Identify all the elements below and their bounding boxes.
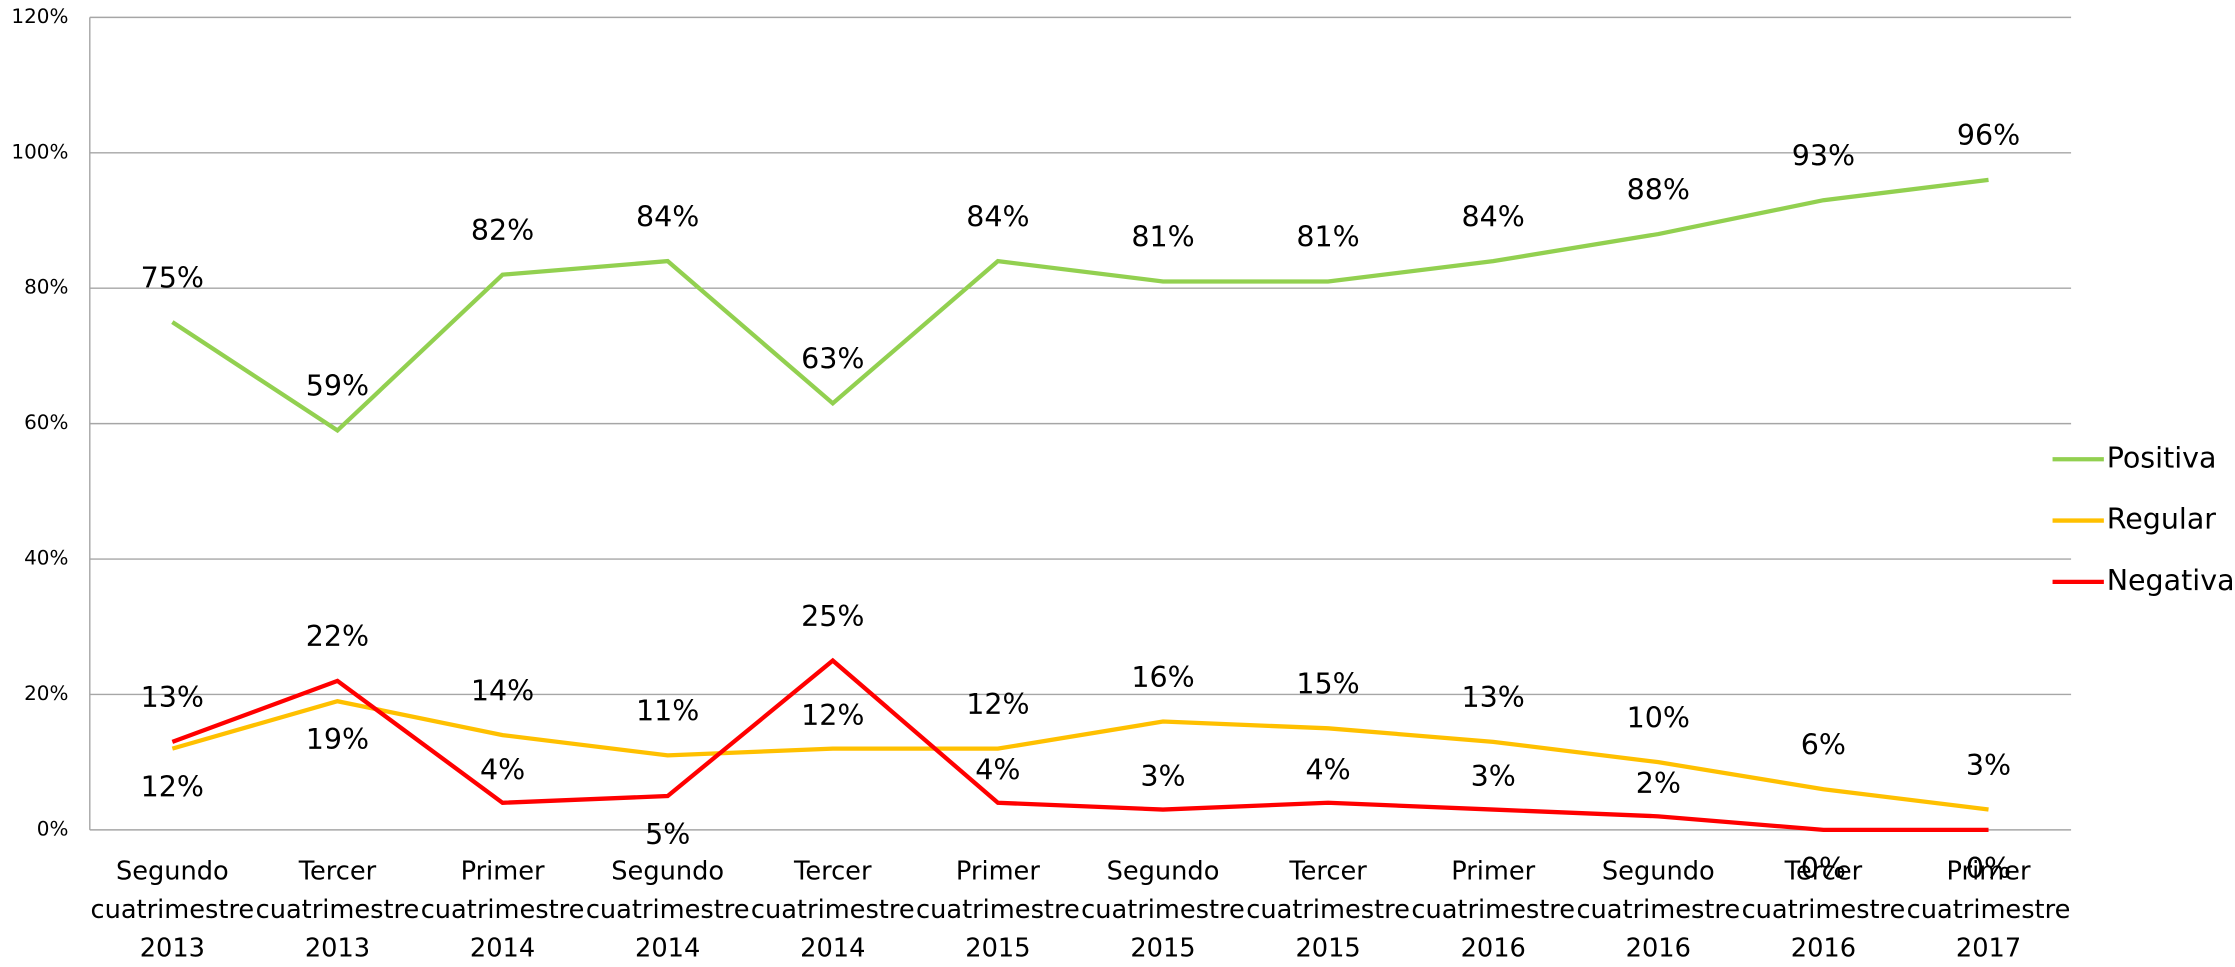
data-label: 84% <box>966 200 1029 233</box>
x-tick-label: Tercer cuatrimestre 2013 <box>256 857 420 964</box>
data-label: 4% <box>1305 753 1350 786</box>
data-label: 4% <box>480 753 525 786</box>
x-tick-label: Primer cuatrimestre 2017 <box>1907 857 2071 964</box>
data-label: 84% <box>636 200 699 233</box>
x-tick-label: Primer cuatrimestre 2016 <box>1411 857 1575 964</box>
data-label: 16% <box>1131 661 1194 694</box>
x-tick-line: 2016 <box>1626 934 1691 964</box>
data-label: 88% <box>1627 173 1690 206</box>
y-tick-label: 120% <box>11 4 68 28</box>
x-tick-line: 2016 <box>1791 934 1856 964</box>
x-tick-line: 2014 <box>470 934 535 964</box>
data-label: 22% <box>306 620 369 653</box>
data-label: 59% <box>306 370 369 403</box>
x-tick-line: 2015 <box>1295 934 1360 964</box>
data-label: 3% <box>1471 760 1516 793</box>
x-tick-line: cuatrimestre <box>586 895 750 925</box>
y-tick-label: 80% <box>24 275 68 299</box>
x-tick-label: Tercer cuatrimestre 2014 <box>751 857 915 964</box>
data-label: 4% <box>975 753 1020 786</box>
data-label: 25% <box>801 600 864 633</box>
x-tick-line: 2013 <box>305 934 370 964</box>
data-label: 12% <box>966 688 1029 721</box>
data-label: 13% <box>1462 681 1525 714</box>
x-tick-label: Segundo cuatrimestre 2015 <box>1081 857 1245 964</box>
data-label: 15% <box>1296 668 1359 701</box>
data-label: 0% <box>1801 852 1846 885</box>
x-tick-line: Tercer <box>298 857 377 887</box>
data-label: 81% <box>1131 221 1194 254</box>
data-label: 84% <box>1462 200 1525 233</box>
y-tick-label: 60% <box>24 410 68 434</box>
x-tick-line: 2013 <box>140 934 205 964</box>
y-tick-label: 100% <box>11 139 68 163</box>
x-tick-line: Segundo <box>611 857 724 887</box>
data-label: 63% <box>801 343 864 376</box>
x-tick-label: Primer cuatrimestre 2014 <box>421 857 585 964</box>
x-tick-label: Segundo cuatrimestre 2016 <box>1576 857 1740 964</box>
x-tick-label: Tercer cuatrimestre 2016 <box>1742 857 1906 964</box>
y-tick-label: 0% <box>37 816 69 840</box>
x-tick-line: 2016 <box>1461 934 1526 964</box>
data-label: 14% <box>471 674 534 707</box>
x-tick-label: Primer cuatrimestre 2015 <box>916 857 1080 964</box>
data-label: 96% <box>1957 119 2020 152</box>
x-tick-line: cuatrimestre <box>916 895 1080 925</box>
x-tick-line: 2015 <box>1130 934 1195 964</box>
legend-label: Regular <box>2107 503 2217 536</box>
data-label: 93% <box>1792 139 1855 172</box>
data-label: 82% <box>471 214 534 247</box>
x-tick-line: Tercer <box>1288 857 1367 887</box>
x-tick-line: cuatrimestre <box>751 895 915 925</box>
x-tick-line: 2014 <box>635 934 700 964</box>
x-tick-line: cuatrimestre <box>1742 895 1906 925</box>
y-tick-label: 20% <box>24 681 68 705</box>
data-label: 19% <box>306 723 369 756</box>
x-tick-label: Segundo cuatrimestre 2013 <box>91 857 255 964</box>
x-tick-line: cuatrimestre <box>1907 895 2071 925</box>
x-tick-line: Primer <box>461 857 545 887</box>
data-label: 75% <box>141 261 204 294</box>
x-tick-line: Tercer <box>1784 857 1863 887</box>
series-line <box>171 699 1989 812</box>
data-label: 6% <box>1801 728 1846 761</box>
data-label: 0% <box>1966 852 2011 885</box>
x-tick-line: 2015 <box>965 934 1030 964</box>
x-tick-line: cuatrimestre <box>1411 895 1575 925</box>
x-tick-label: Tercer cuatrimestre 2015 <box>1246 857 1410 964</box>
data-label: 2% <box>1636 767 1681 800</box>
data-label: 13% <box>141 681 204 714</box>
legend-label: Positiva <box>2107 441 2217 474</box>
x-tick-line: Primer <box>956 857 1040 887</box>
x-tick-line: 2014 <box>800 934 865 964</box>
data-label: 10% <box>1627 701 1690 734</box>
x-tick-line: cuatrimestre <box>1576 895 1740 925</box>
data-label: 5% <box>645 818 690 851</box>
legend-label: Negativa <box>2107 564 2235 597</box>
x-tick-line: cuatrimestre <box>1081 895 1245 925</box>
x-tick-line: 2017 <box>1956 934 2021 964</box>
data-label: 12% <box>141 771 204 804</box>
x-tick-line: Segundo <box>1602 857 1715 887</box>
y-tick-label: 40% <box>24 546 68 570</box>
x-tick-line: Segundo <box>1107 857 1220 887</box>
x-tick-line: Primer <box>1451 857 1535 887</box>
x-tick-label: Segundo cuatrimestre 2014 <box>586 857 750 964</box>
x-tick-line: Segundo <box>116 857 229 887</box>
data-label: 12% <box>801 699 864 732</box>
series-line <box>171 177 1989 434</box>
x-tick-line: cuatrimestre <box>91 895 255 925</box>
x-tick-line: cuatrimestre <box>421 895 585 925</box>
data-label: 81% <box>1296 221 1359 254</box>
data-label: 3% <box>1966 749 2011 782</box>
x-tick-line: Tercer <box>793 857 872 887</box>
data-label: 3% <box>1140 760 1185 793</box>
x-tick-line: cuatrimestre <box>256 895 420 925</box>
x-tick-line: Primer <box>1947 857 2031 887</box>
data-label: 11% <box>636 695 699 728</box>
series-line <box>171 657 1989 833</box>
x-tick-line: cuatrimestre <box>1246 895 1410 925</box>
